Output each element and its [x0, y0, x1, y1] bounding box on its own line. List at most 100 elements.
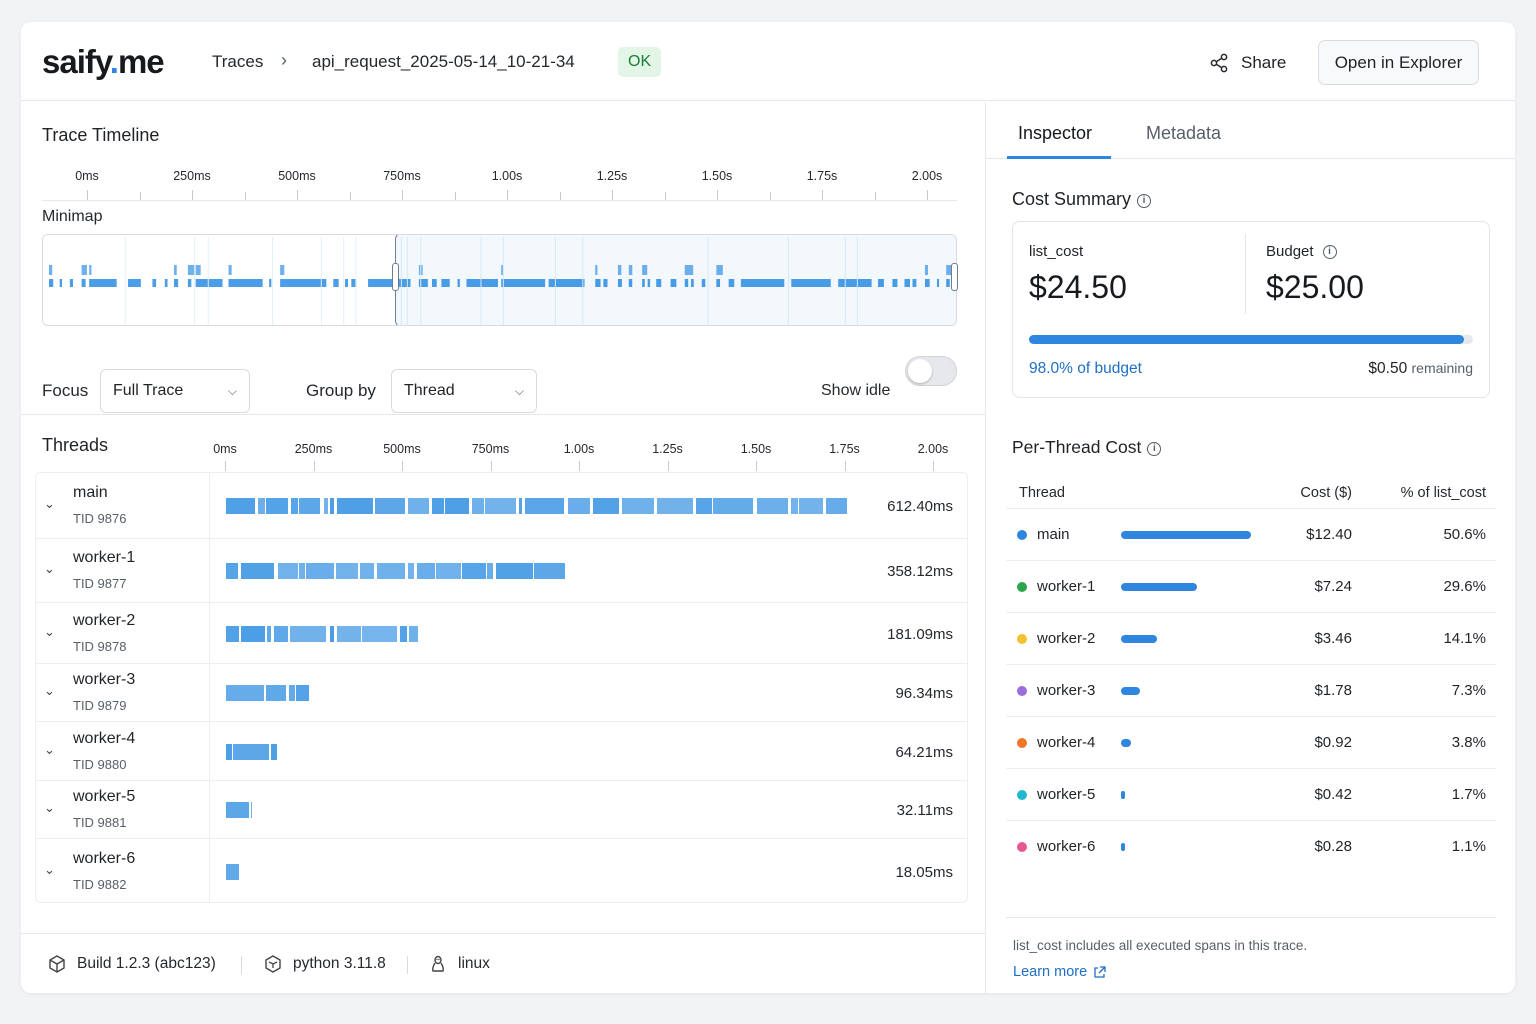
thread-span[interactable] [226, 863, 239, 880]
thread-span[interactable] [462, 563, 486, 579]
per-thread-row[interactable]: worker-1 $7.24 29.6% [1006, 560, 1496, 612]
thread-span[interactable] [291, 498, 298, 514]
thread-span[interactable] [374, 498, 406, 514]
chevron-down-icon[interactable]: ⌄ [44, 741, 55, 757]
thread-span[interactable] [756, 498, 789, 514]
thread-span[interactable] [436, 563, 462, 579]
thread-row[interactable]: ⌄ worker-5 TID 9881 32.11ms [36, 781, 967, 839]
minimap-selection-window[interactable] [395, 235, 956, 325]
thread-span[interactable] [376, 563, 406, 579]
breadcrumb-traces[interactable]: Traces [212, 52, 264, 71]
thread-span[interactable] [534, 563, 566, 579]
thread-span[interactable] [298, 563, 305, 579]
chevron-down-icon[interactable]: ⌄ [44, 683, 55, 698]
info-icon[interactable]: i [1322, 245, 1337, 259]
tab-metadata[interactable]: Metadata [1146, 123, 1222, 143]
thread-span[interactable] [330, 498, 334, 514]
per-thread-row[interactable]: worker-3 $1.78 7.3% [1006, 664, 1496, 716]
thread-span[interactable] [518, 498, 523, 514]
thread-span[interactable] [592, 498, 620, 514]
thread-span[interactable] [712, 498, 754, 514]
group-by-select[interactable]: Thread ⌵ [391, 369, 537, 413]
thread-span[interactable] [337, 498, 373, 514]
thread-span[interactable] [289, 685, 295, 701]
thread-span[interactable] [471, 498, 484, 514]
thread-row[interactable]: ⌄ worker-3 TID 9879 96.34ms [36, 664, 967, 722]
thread-span[interactable] [240, 563, 275, 579]
thread-span[interactable] [407, 498, 429, 514]
thread-span[interactable] [329, 625, 334, 642]
minimap[interactable] [42, 234, 957, 326]
thread-span[interactable] [226, 685, 265, 701]
thread-span[interactable] [335, 563, 358, 579]
thread-span[interactable] [445, 498, 469, 514]
share-button[interactable]: Share [1209, 50, 1286, 76]
thread-span[interactable] [296, 685, 310, 701]
thread-span[interactable] [226, 498, 256, 514]
thread-span[interactable] [431, 498, 444, 514]
chevron-down-icon[interactable]: ⌄ [44, 496, 55, 511]
info-icon[interactable]: i [1137, 194, 1152, 208]
thread-span[interactable] [274, 625, 289, 642]
per-thread-row[interactable]: worker-2 $3.46 14.1% [1006, 612, 1496, 664]
learn-more-link[interactable]: Learn more [1013, 964, 1106, 980]
thread-span[interactable] [400, 625, 407, 642]
chevron-down-icon[interactable]: ⌄ [44, 623, 55, 639]
thread-row[interactable]: ⌄ worker-6 TID 9882 18.05ms [36, 839, 967, 902]
thread-span[interactable] [336, 625, 361, 642]
build-info-footer: Build 1.2.3 (abc123) python 3.11.8 linux [21, 933, 985, 993]
thread-span[interactable] [825, 498, 847, 514]
thread-span[interactable] [226, 625, 240, 642]
show-idle-toggle[interactable] [905, 356, 957, 386]
thread-span[interactable] [226, 563, 239, 579]
thread-span[interactable] [241, 625, 265, 642]
thread-span[interactable] [289, 625, 327, 642]
thread-row[interactable]: ⌄ worker-2 TID 9878 181.09ms [36, 603, 967, 664]
thread-span[interactable] [485, 498, 517, 514]
minimap-right-handle[interactable] [951, 263, 958, 291]
thread-row[interactable]: ⌄ main TID 9876 612.40ms [36, 473, 967, 539]
thread-span[interactable] [408, 563, 414, 579]
thread-span[interactable] [226, 743, 233, 760]
thread-span[interactable] [408, 625, 418, 642]
thread-span[interactable] [360, 563, 375, 579]
tab-inspector[interactable]: Inspector [1018, 123, 1093, 143]
per-thread-row[interactable]: worker-6 $0.28 1.1% [1006, 820, 1496, 872]
thread-span[interactable] [226, 802, 249, 818]
thread-row[interactable]: ⌄ worker-1 TID 9877 358.12ms [36, 539, 967, 603]
thread-span[interactable] [486, 563, 493, 579]
chevron-down-icon[interactable]: ⌄ [44, 561, 55, 576]
open-in-explorer-button[interactable]: Open in Explorer [1318, 40, 1479, 85]
per-thread-row[interactable]: worker-5 $0.42 1.7% [1006, 768, 1496, 820]
thread-span[interactable] [799, 498, 824, 514]
per-thread-row[interactable]: main $12.40 50.6% [1006, 508, 1496, 560]
thread-span[interactable] [278, 563, 298, 579]
thread-span[interactable] [305, 563, 335, 579]
chevron-down-icon[interactable]: ⌄ [44, 800, 55, 815]
thread-span[interactable] [267, 625, 271, 642]
thread-span[interactable] [496, 563, 533, 579]
thread-span[interactable] [250, 802, 252, 818]
thread-span[interactable] [524, 498, 565, 514]
thread-span[interactable] [791, 498, 799, 514]
thread-row[interactable]: ⌄ worker-4 TID 9880 64.21ms [36, 722, 967, 781]
thread-span[interactable] [622, 498, 655, 514]
thread-span[interactable] [233, 743, 270, 760]
app-logo[interactable]: saify.me [42, 43, 165, 81]
thread-span[interactable] [695, 498, 712, 514]
thread-span[interactable] [567, 498, 591, 514]
thread-span[interactable] [416, 563, 436, 579]
focus-select[interactable]: Full Trace ⌵ [100, 369, 250, 413]
thread-span[interactable] [266, 498, 288, 514]
thread-span[interactable] [323, 498, 328, 514]
chevron-down-icon[interactable]: ⌄ [44, 861, 55, 877]
thread-span[interactable] [265, 685, 287, 701]
thread-span[interactable] [656, 498, 693, 514]
thread-span[interactable] [257, 498, 266, 514]
info-icon[interactable]: i [1147, 442, 1162, 456]
thread-span[interactable] [362, 625, 397, 642]
minimap-left-handle[interactable] [392, 263, 399, 291]
thread-span[interactable] [271, 743, 278, 760]
thread-span[interactable] [299, 498, 320, 514]
per-thread-row[interactable]: worker-4 $0.92 3.8% [1006, 716, 1496, 768]
